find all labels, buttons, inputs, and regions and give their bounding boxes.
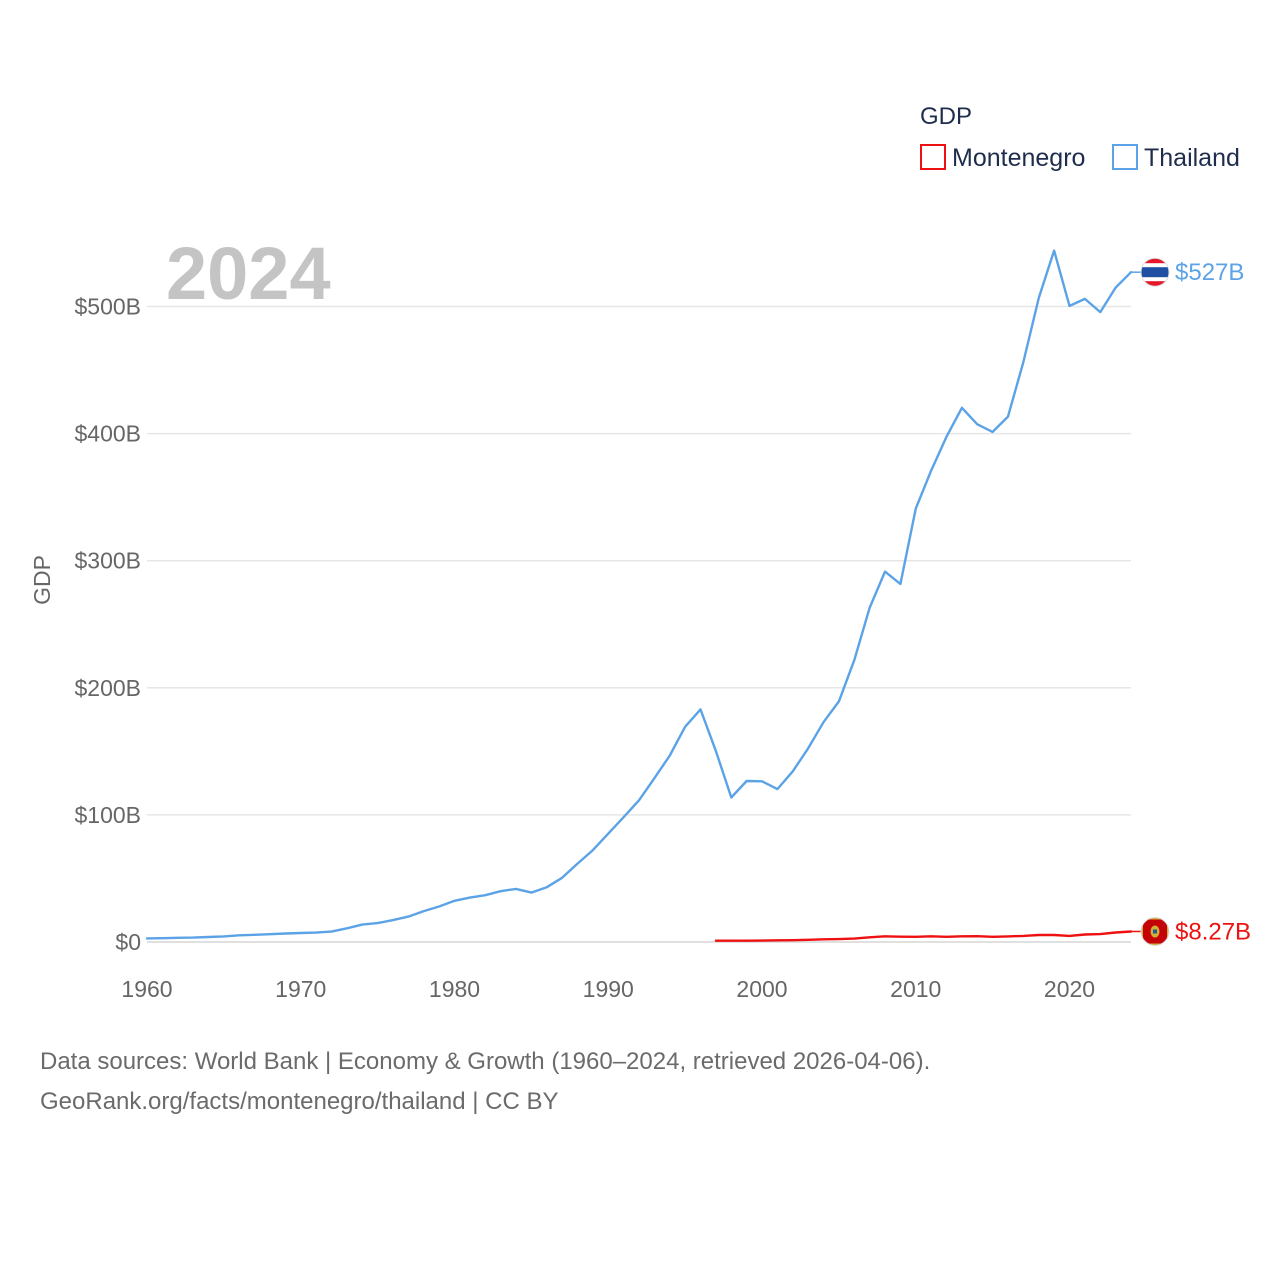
x-tick-label: 1980 bbox=[429, 976, 480, 1002]
montenegro-end-label: $8.27B bbox=[1175, 919, 1251, 946]
thailand-flag-icon bbox=[1140, 257, 1170, 287]
year-label: 2024 bbox=[166, 232, 331, 315]
legend-title: GDP bbox=[920, 103, 972, 130]
x-axis-ticks: 1960 1970 1980 1990 2000 2010 2020 bbox=[121, 976, 1095, 1002]
data-source-footer: Data sources: World Bank | Economy & Gro… bbox=[40, 1042, 1240, 1122]
legend-item-thailand[interactable]: Thailand bbox=[1112, 144, 1240, 172]
credit-line[interactable]: GeoRank.org/facts/montenegro/thailand | … bbox=[40, 1088, 559, 1115]
y-tick-label: $0 bbox=[115, 929, 141, 955]
series-line-thailand[interactable] bbox=[145, 249, 1133, 940]
y-tick-label: $300B bbox=[74, 548, 141, 574]
y-tick-label: $400B bbox=[74, 421, 141, 447]
legend-label-thailand: Thailand bbox=[1144, 144, 1240, 172]
gridlines bbox=[147, 305, 1131, 943]
x-tick-label: 2000 bbox=[736, 976, 787, 1002]
series-line-montenegro[interactable] bbox=[714, 930, 1133, 942]
legend-swatch-thailand bbox=[1112, 144, 1138, 170]
y-axis-ticks: $0 $100B $200B $300B $400B $500B bbox=[74, 294, 141, 956]
y-tick-label: $200B bbox=[74, 675, 141, 701]
legend-swatch-montenegro bbox=[920, 144, 946, 170]
x-tick-label: 1990 bbox=[583, 976, 634, 1002]
y-axis-label: GDP bbox=[29, 555, 55, 605]
montenegro-flag-icon bbox=[1140, 917, 1170, 946]
x-tick-label: 2010 bbox=[890, 976, 941, 1002]
y-tick-label: $500B bbox=[74, 294, 141, 320]
series-lines bbox=[145, 249, 1141, 942]
sources-line: Data sources: World Bank | Economy & Gro… bbox=[40, 1048, 931, 1075]
x-tick-label: 2020 bbox=[1044, 976, 1095, 1002]
legend-label-montenegro: Montenegro bbox=[952, 144, 1085, 172]
y-tick-label: $100B bbox=[74, 802, 141, 828]
x-tick-label: 1970 bbox=[275, 976, 326, 1002]
thailand-end-label: $527B bbox=[1175, 259, 1244, 286]
legend-item-montenegro[interactable]: Montenegro bbox=[920, 144, 1085, 172]
x-tick-label: 1960 bbox=[121, 976, 172, 1002]
legend: GDP Montenegro Thailand bbox=[920, 103, 1240, 172]
